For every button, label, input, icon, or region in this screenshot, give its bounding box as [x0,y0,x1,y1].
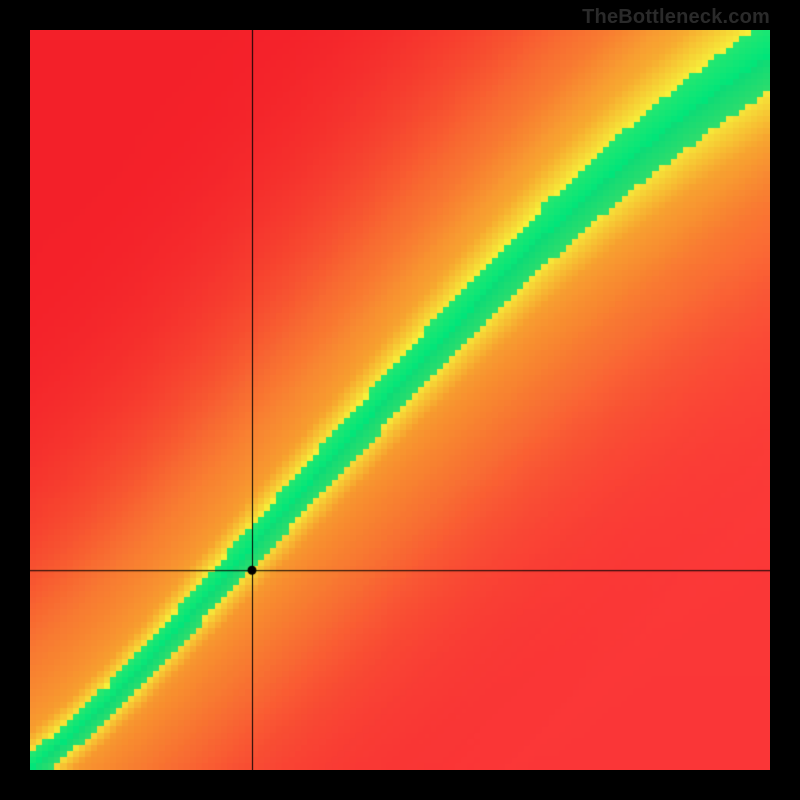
chart-frame: { "watermark": { "text": "TheBottleneck.… [0,0,800,800]
watermark-text: TheBottleneck.com [582,6,770,29]
bottleneck-heatmap [30,30,770,770]
